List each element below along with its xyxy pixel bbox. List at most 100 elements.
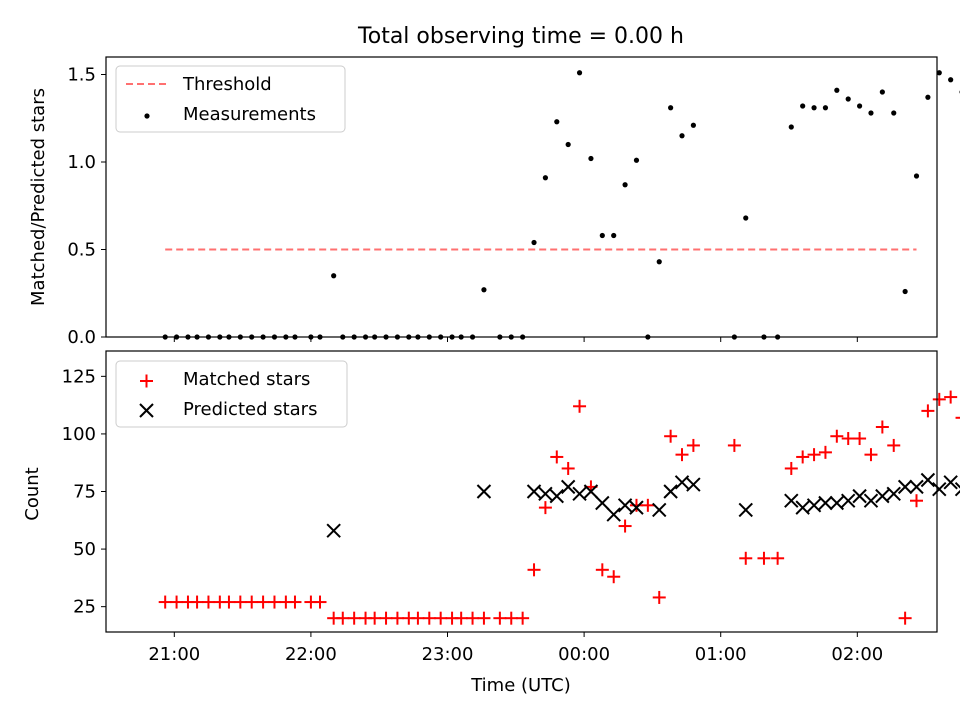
predicted-star-point <box>526 484 542 499</box>
measurement-point <box>891 110 897 116</box>
bottom-y-axis: 25 50 75 100 125 <box>62 366 106 618</box>
matched-star-point <box>944 390 958 404</box>
top-legend: Threshold Measurements <box>115 65 346 133</box>
predicted-star-point <box>841 493 856 508</box>
predicted-star-point <box>652 502 667 518</box>
matched-star-point <box>675 448 689 462</box>
predicted-star-point <box>674 475 690 490</box>
matched-star-point <box>664 429 678 443</box>
predicted-star-point <box>560 479 576 495</box>
measurement-point <box>902 288 908 295</box>
predicted-star-point <box>572 486 587 502</box>
matched-star-point <box>830 429 844 443</box>
matched-star-point <box>841 432 855 446</box>
predicted-star-stroke-b <box>652 502 667 518</box>
measurement-point <box>856 103 863 109</box>
matched-star-point <box>201 595 215 609</box>
matched-star-point <box>454 611 468 625</box>
predicted-star-stroke-a <box>954 481 960 489</box>
matched-star-point <box>336 611 350 625</box>
matched-star-point <box>818 445 832 459</box>
matched-star-point <box>313 595 327 609</box>
bottom-y-tick-label: 75 <box>73 482 96 503</box>
predicted-star-point <box>583 484 599 499</box>
matched-star-point <box>771 551 785 565</box>
top-axes-frame <box>105 56 938 338</box>
measurement-point <box>811 105 817 111</box>
predicted-star-stroke-b <box>943 475 958 490</box>
predicted-star-stroke-b <box>829 495 845 511</box>
predicted-star-stroke-b <box>818 495 833 511</box>
measurement-point <box>800 103 806 109</box>
measurement-point <box>925 94 931 100</box>
predicted-star-point <box>806 498 822 513</box>
measurement-point <box>788 124 794 130</box>
predicted-star-stroke-b <box>795 500 810 515</box>
predicted-star-point <box>863 493 879 508</box>
matched-star-point <box>784 461 798 475</box>
predicted-star-stroke-b <box>841 493 856 508</box>
predicted-star-stroke-b <box>738 502 753 518</box>
matched-star-point <box>434 611 448 625</box>
matched-star-point <box>233 595 247 609</box>
x-tick-label: 22:00 <box>285 644 337 665</box>
predicted-star-point <box>738 502 753 518</box>
matched-star-point <box>921 404 935 418</box>
top-y-tick-label: 0.0 <box>67 327 96 348</box>
measurement-point <box>565 141 571 148</box>
chart-title: Total observing time = 0.00 h <box>357 24 684 49</box>
predicted-star-point <box>829 495 845 511</box>
matched-star-point <box>853 432 867 446</box>
predicted-star-stroke-b <box>583 484 599 499</box>
predicted-star-stroke-b <box>617 498 633 513</box>
predicted-star-point <box>943 475 958 490</box>
bottom-y-tick-label: 50 <box>73 539 96 560</box>
bottom-y-tick-label: 25 <box>73 597 96 618</box>
predicted-star-stroke-b <box>538 486 553 502</box>
matched-star-point <box>368 611 382 625</box>
matched-star-point <box>538 501 552 515</box>
predicted-star-point <box>663 484 678 499</box>
top-y-axis: 0.0 0.5 1.0 1.5 <box>67 65 106 348</box>
measurement-point <box>868 110 874 116</box>
bottom-y-tick-label: 125 <box>62 366 96 387</box>
x-tick-label: 23:00 <box>422 644 474 665</box>
matched-star-point <box>757 551 771 565</box>
predicted-star-stroke-b <box>595 495 610 511</box>
predicted-star-point <box>886 486 901 502</box>
predicted-star-stroke-b <box>886 486 901 502</box>
matched-star-point <box>561 461 575 475</box>
bottom-legend: Matched stars Predicted stars <box>115 360 348 428</box>
predicted-star-point <box>595 495 610 511</box>
matched-star-point <box>170 595 184 609</box>
predicted-star-point <box>538 486 553 502</box>
matched-star-point <box>411 611 425 625</box>
predicted-star-stroke-b <box>932 481 947 497</box>
x-tick-label: 21:00 <box>148 644 200 665</box>
measurement-point <box>622 182 628 188</box>
measurement-point <box>834 87 840 93</box>
bottom-y-axis-label: Count <box>22 467 43 520</box>
predicted-star-stroke-b <box>863 493 879 508</box>
predicted-star-stroke-b <box>663 484 678 499</box>
measurement-point <box>542 175 549 181</box>
predicted-star-point <box>549 488 564 504</box>
measurement-point <box>690 122 696 128</box>
measurement-point <box>948 77 954 83</box>
matched-star-point <box>527 563 541 577</box>
matched-star-point <box>652 590 666 604</box>
matched-star-point <box>595 563 609 577</box>
predicted-star-stroke-b <box>806 498 822 513</box>
measurement-point <box>576 70 583 76</box>
matched-star-point <box>864 448 878 462</box>
matched-star-point <box>288 595 302 609</box>
top-x-ticks <box>173 337 858 342</box>
measurement-point <box>633 157 640 163</box>
predicted-star-point <box>686 477 701 492</box>
matched-star-point <box>347 611 361 625</box>
matched-star-point <box>641 498 655 512</box>
top-y-tick-label: 1.0 <box>67 152 96 173</box>
predicted-star-stroke-b <box>784 493 799 508</box>
matched-star-point <box>629 498 643 512</box>
